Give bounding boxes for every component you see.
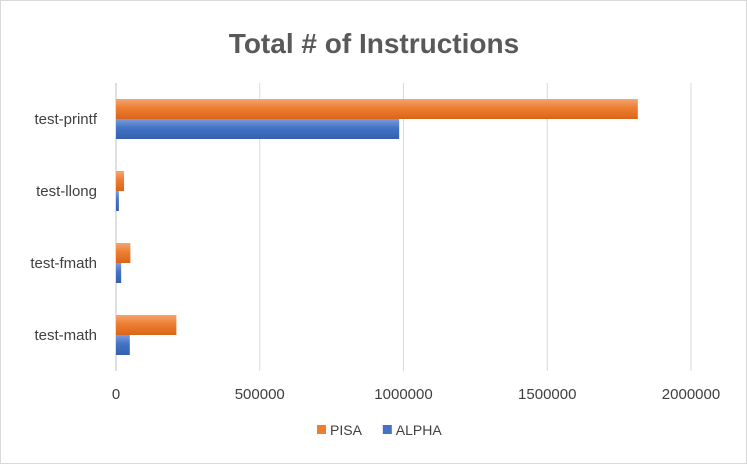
category-label: test-llong (36, 183, 97, 200)
bars (116, 99, 638, 355)
bar-pisa-test-fmath (116, 243, 131, 263)
x-tick-label: 500000 (235, 386, 285, 403)
x-tick-label: 0 (112, 386, 120, 403)
category-label: test-math (34, 327, 97, 344)
legend-swatch-alpha (382, 425, 392, 434)
category-label: test-fmath (30, 255, 97, 272)
bar-pisa-test-printf (116, 99, 638, 119)
chart-title: Total # of Instructions (229, 28, 519, 59)
legend-label-pisa: PISA (330, 422, 363, 438)
bar-alpha-test-math (116, 335, 130, 355)
legend-label-alpha: ALPHA (396, 422, 443, 438)
x-tick-label: 2000000 (662, 386, 720, 403)
x-tick-labels: 0 500000 1000000 1500000 2000000 (112, 386, 720, 403)
category-labels: test-printf test-llong test-fmath test-math (30, 111, 98, 344)
bar-pisa-test-llong (116, 171, 125, 191)
bar-pisa-test-math (116, 315, 177, 335)
legend: PISA ALPHA (317, 422, 442, 438)
bar-alpha-test-fmath (116, 263, 122, 283)
category-label: test-printf (34, 111, 97, 128)
legend-swatch-pisa (317, 425, 326, 434)
x-tick-label: 1000000 (374, 386, 432, 403)
bar-alpha-test-llong (116, 191, 119, 211)
bar-alpha-test-printf (116, 119, 400, 139)
x-tick-label: 1500000 (518, 386, 576, 403)
